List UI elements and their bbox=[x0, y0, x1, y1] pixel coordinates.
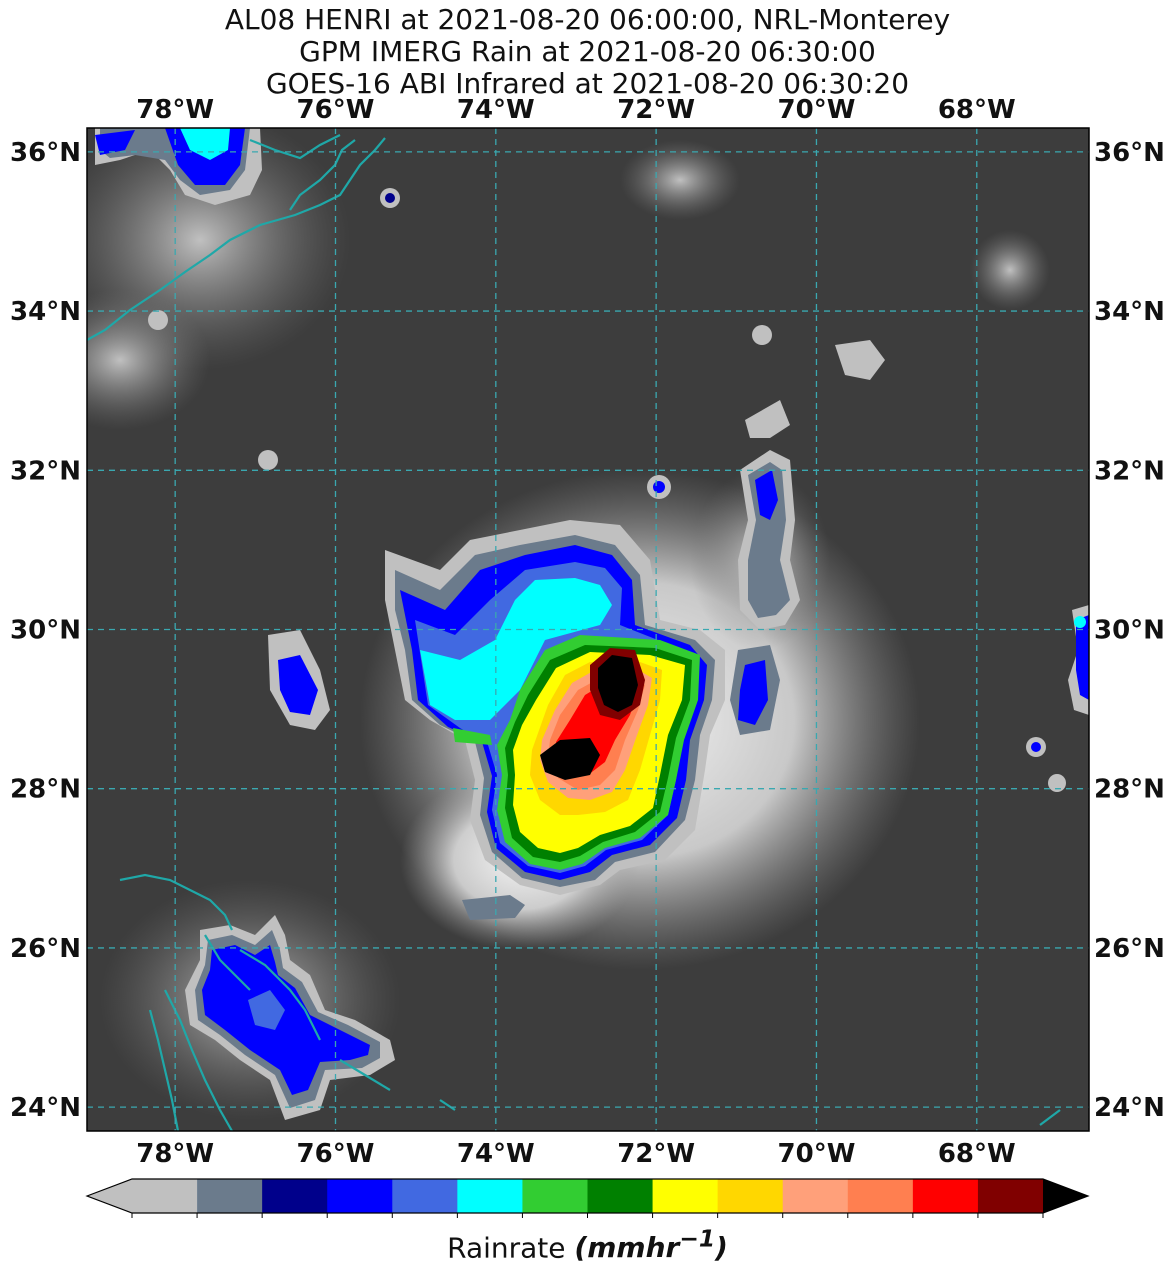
lon-tick-label-bottom: 76°W bbox=[297, 1139, 375, 1169]
lat-tick-label-left: 26°N bbox=[10, 934, 81, 964]
lon-tick-label-bottom: 68°W bbox=[938, 1139, 1016, 1169]
colorbar-tick-label: 5 bbox=[645, 1218, 660, 1220]
title-ir-product: GOES-16 ABI Infrared at 2021-08-20 06:30… bbox=[265, 67, 910, 100]
colorbar-tick-label: 50.0 bbox=[1017, 1218, 1069, 1220]
lat-tick-label-left: 36°N bbox=[10, 138, 81, 168]
lat-tick-label-right: 24°N bbox=[1094, 1093, 1165, 1123]
axis-tick-labels: 78°W 78°W 76°W 76°W 74°W 74°W 72°W 72°W 70°W 70°W… bbox=[10, 95, 1165, 1169]
title-storm: AL08 HENRI at 2021-08-20 06:00:00, NRL-M… bbox=[224, 3, 951, 36]
lat-tick-label-right: 30°N bbox=[1094, 616, 1165, 646]
lon-tick-label-top: 70°W bbox=[778, 95, 856, 125]
lat-tick-label-right: 34°N bbox=[1094, 297, 1165, 327]
colorbar-segment bbox=[782, 1179, 849, 1213]
lon-tick-label-top: 74°W bbox=[457, 95, 535, 125]
colorbar-title-prefix: Rainrate bbox=[447, 1231, 575, 1265]
lon-tick-label-bottom: 74°W bbox=[457, 1139, 535, 1169]
lon-tick-label-top: 78°W bbox=[136, 95, 214, 125]
colorbar-units: (mmhr−1) bbox=[574, 1225, 728, 1265]
colorbar-tick-label: 0.2 bbox=[244, 1218, 281, 1220]
colorbar-tick-label: 10 bbox=[703, 1218, 732, 1220]
colorbar-segment bbox=[977, 1179, 1044, 1213]
colorbar-tick-label: 0.05 bbox=[106, 1218, 158, 1220]
lat-tick-label-right: 26°N bbox=[1094, 934, 1165, 964]
colorbar-segment bbox=[327, 1179, 393, 1213]
colorbar-segment bbox=[197, 1179, 263, 1213]
colorbar-tick-label: 15 bbox=[768, 1218, 797, 1220]
colorbar-segment bbox=[262, 1179, 328, 1213]
rainrate-colorbar: 0.05 0.1 0.2 0.3 0.5 1 2 3 5 10 15 20 30 40 50.0 bbox=[85, 1178, 1090, 1220]
colorbar-segment bbox=[392, 1179, 458, 1213]
colorbar-segment bbox=[717, 1179, 784, 1213]
lon-tick-label-top: 72°W bbox=[617, 95, 695, 125]
colorbar-title: Rainrate (mmhr−1) bbox=[0, 1225, 1175, 1264]
colorbar-units-exponent: −1 bbox=[679, 1225, 716, 1253]
lat-tick-label-left: 34°N bbox=[10, 297, 81, 327]
lon-tick-label-bottom: 72°W bbox=[617, 1139, 695, 1169]
colorbar-segment bbox=[1043, 1179, 1088, 1213]
colorbar-segment bbox=[587, 1179, 654, 1213]
colorbar-segment bbox=[652, 1179, 719, 1213]
lat-tick-label-right: 36°N bbox=[1094, 138, 1165, 168]
rain-henri bbox=[385, 520, 725, 920]
colorbar-tick-label: 0.5 bbox=[374, 1218, 411, 1220]
lat-lon-grid bbox=[87, 128, 1089, 1131]
colorbar-tick-label: 1 bbox=[450, 1218, 465, 1220]
colorbar-segment bbox=[912, 1179, 979, 1213]
rain-east-bands bbox=[148, 188, 1089, 792]
colorbar-tick-label: 30 bbox=[898, 1218, 927, 1220]
colorbar-tick-label: 3 bbox=[580, 1218, 595, 1220]
coastlines bbox=[87, 134, 1061, 1131]
lon-tick-label-bottom: 70°W bbox=[778, 1139, 856, 1169]
colorbar-segment bbox=[847, 1179, 914, 1213]
figure-titles: AL08 HENRI at 2021-08-20 06:00:00, NRL-M… bbox=[0, 4, 1175, 100]
lat-tick-label-left: 24°N bbox=[10, 1093, 81, 1123]
colorbar-tick-label: 2 bbox=[515, 1218, 530, 1220]
colorbar-segment bbox=[457, 1179, 523, 1213]
lat-tick-label-left: 28°N bbox=[10, 775, 81, 805]
map-frame bbox=[86, 127, 1090, 1132]
colorbar-segment bbox=[522, 1179, 588, 1213]
map-panel bbox=[87, 128, 1089, 1131]
lon-tick-label-bottom: 78°W bbox=[136, 1139, 214, 1169]
lon-tick-label-top: 76°W bbox=[297, 95, 375, 125]
colorbar-segment bbox=[87, 1179, 198, 1213]
colorbar-tick-label: 0.1 bbox=[178, 1218, 215, 1220]
map-figure: 78°W 78°W 76°W 76°W 74°W 74°W 72°W 72°W 70°W 70°W… bbox=[10, 95, 1165, 1220]
colorbar-tick-label: 40 bbox=[963, 1218, 992, 1220]
colorbar-tick-label: 20 bbox=[833, 1218, 862, 1220]
lat-tick-label-left: 32°N bbox=[10, 456, 81, 486]
lat-tick-label-right: 28°N bbox=[1094, 775, 1165, 805]
lon-tick-label-top: 68°W bbox=[938, 95, 1016, 125]
lat-tick-label-left: 30°N bbox=[10, 616, 81, 646]
colorbar-tick-label: 0.3 bbox=[309, 1218, 346, 1220]
lat-tick-label-right: 32°N bbox=[1094, 456, 1165, 486]
title-rain-product: GPM IMERG Rain at 2021-08-20 06:30:00 bbox=[299, 35, 876, 68]
